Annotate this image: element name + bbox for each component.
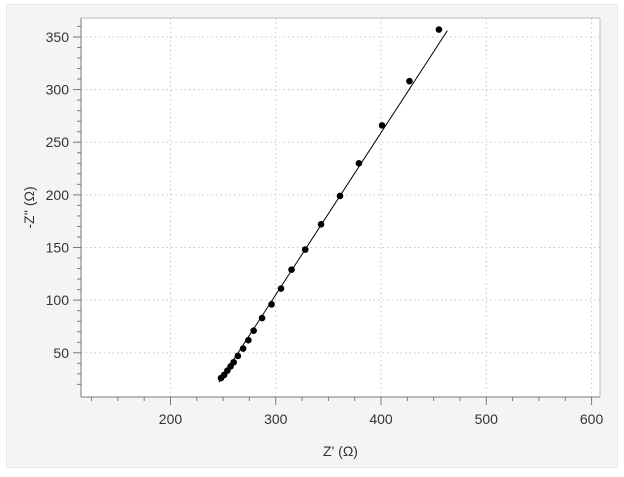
data-point <box>230 358 237 366</box>
data-point <box>435 26 443 33</box>
data-point <box>239 345 247 352</box>
data-point <box>355 159 363 167</box>
data-point <box>301 246 309 253</box>
data-point <box>258 314 266 322</box>
x-tick-label: 200 <box>159 411 183 427</box>
data-point <box>268 301 275 308</box>
data-point <box>250 327 257 334</box>
y-axis-title: -Z'' (Ω) <box>21 186 37 228</box>
data-point <box>336 192 344 200</box>
data-point <box>378 122 386 129</box>
data-point <box>406 77 413 85</box>
y-tick-label: 100 <box>46 292 70 308</box>
x-tick-label: 300 <box>264 411 288 427</box>
y-tick-label: 300 <box>46 82 70 98</box>
x-tick-label: 400 <box>369 411 393 427</box>
data-point <box>317 221 325 228</box>
data-point <box>234 352 242 360</box>
y-tick-label: 50 <box>53 345 69 361</box>
y-tick-label: 250 <box>46 134 70 150</box>
x-tick-label: 600 <box>580 411 604 427</box>
y-tick-label: 200 <box>46 187 70 203</box>
x-tick-label: 500 <box>475 411 499 427</box>
data-point <box>245 336 252 344</box>
data-point <box>288 266 295 273</box>
fit-line <box>218 30 448 383</box>
data-point <box>277 285 285 292</box>
plot-area <box>81 18 600 397</box>
x-axis-title: Z' (Ω) <box>323 443 358 459</box>
y-tick-label: 350 <box>46 29 70 45</box>
y-tick-label: 150 <box>46 240 70 256</box>
